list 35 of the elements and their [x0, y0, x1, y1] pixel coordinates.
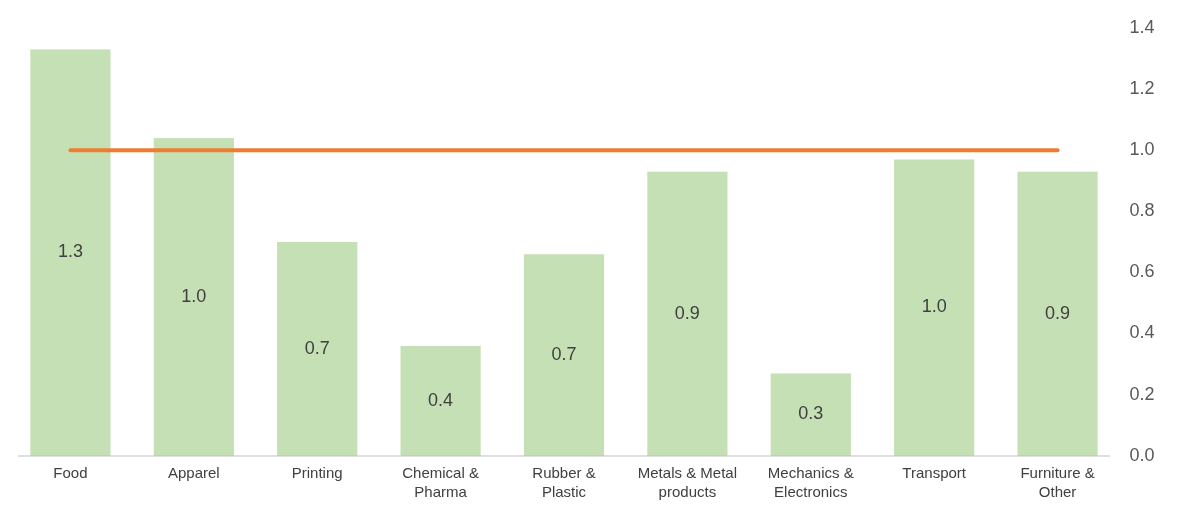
bar: [1017, 171, 1098, 456]
y-tick-label: 1.2: [1129, 77, 1155, 98]
y-tick-label: 0.4: [1129, 322, 1155, 343]
data-label: 0.4: [428, 389, 454, 410]
bar: [647, 171, 728, 456]
bar: [153, 138, 234, 456]
bar: [894, 159, 975, 456]
x-tick-label: Printing: [291, 464, 343, 481]
x-tick-label: Metals & Metal products: [637, 464, 737, 500]
bar: [277, 242, 358, 456]
data-label: 0.7: [551, 343, 577, 364]
data-label: 0.9: [674, 302, 700, 323]
y-tick-label: 0.0: [1129, 444, 1155, 465]
bar: [30, 49, 111, 456]
data-label: 0.3: [798, 403, 824, 424]
x-tick-label: Chemical & Pharma: [402, 464, 479, 500]
y-tick-label: 1.4: [1129, 16, 1155, 37]
y-tick-label: 0.8: [1129, 200, 1155, 221]
data-label: 1.0: [181, 285, 207, 306]
y-tick-label: 1.0: [1129, 139, 1155, 160]
x-tick-label: Apparel: [167, 464, 220, 481]
x-tick-label: Furniture & Other: [1020, 464, 1095, 500]
x-tick-label: Rubber & Plastic: [532, 464, 596, 500]
x-tick-label: Mechanics & Electronics: [767, 464, 854, 500]
data-label: 0.7: [304, 337, 330, 358]
x-tick-label: Food: [53, 464, 88, 481]
bar: [523, 254, 605, 456]
bar: [400, 345, 481, 456]
bar: [770, 373, 851, 456]
data-label: 1.3: [57, 241, 83, 262]
data-label: 1.0: [921, 296, 947, 317]
y-tick-label: 0.6: [1129, 261, 1155, 282]
y-tick-label: 0.2: [1129, 383, 1155, 404]
data-label: 0.9: [1045, 302, 1071, 323]
x-tick-label: Transport: [902, 464, 967, 481]
